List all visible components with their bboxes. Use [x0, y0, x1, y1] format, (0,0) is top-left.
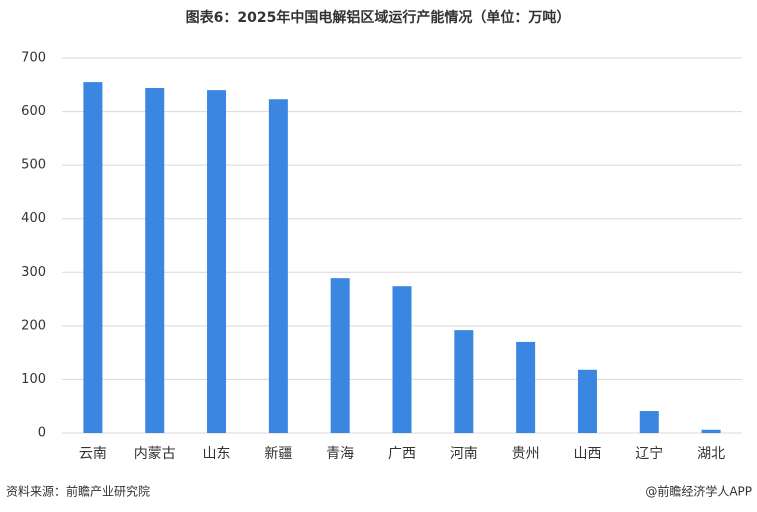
x-tick-label: 广西	[388, 446, 416, 462]
y-tick-label: 100	[21, 372, 46, 387]
x-tick-label: 辽宁	[635, 445, 663, 462]
x-tick-label: 山西	[573, 446, 601, 462]
bar	[516, 341, 536, 433]
source: 资料来源：前瞻产业研究院	[6, 484, 150, 499]
y-tick-label: 400	[21, 211, 46, 226]
x-tick-label: 新疆	[264, 446, 292, 462]
credit: @前瞻经济学人APP	[645, 484, 752, 499]
bar	[639, 411, 659, 433]
x-tick-label: 湖北	[697, 446, 725, 462]
bar	[392, 286, 412, 433]
bar	[268, 99, 288, 433]
x-tick-label: 内蒙古	[134, 446, 176, 462]
bar	[701, 429, 721, 433]
bar	[207, 90, 227, 434]
x-tick-label: 贵州	[512, 446, 540, 462]
y-tick-label: 600	[21, 104, 46, 119]
y-tick-label: 300	[21, 265, 46, 280]
y-tick-label: 500	[21, 158, 46, 173]
y-tick-label: 200	[21, 318, 46, 333]
y-tick-label: 0	[38, 426, 46, 441]
bar	[454, 330, 474, 433]
y-tick-label: 700	[21, 51, 46, 66]
bar	[577, 369, 597, 433]
bar	[330, 278, 350, 433]
chart-title: 图表6：2025年中国电解铝区域运行产能情况（单位：万吨）	[186, 9, 571, 26]
x-tick-label: 青海	[326, 446, 354, 462]
x-tick-label: 云南	[79, 446, 107, 462]
bar	[83, 82, 103, 433]
x-tick-label: 山东	[203, 446, 231, 462]
bar	[145, 88, 165, 433]
x-tick-label: 河南	[450, 446, 478, 462]
